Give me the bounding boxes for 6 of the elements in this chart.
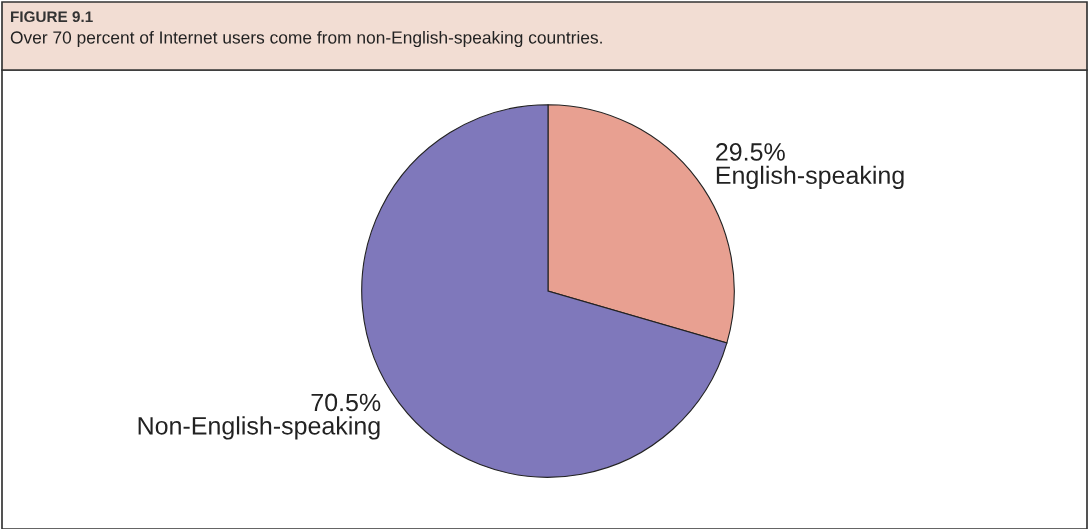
data-label: 29.5% <box>716 143 785 161</box>
slice-label: English-speaking <box>716 165 904 190</box>
data-label: 70.5% <box>311 393 381 412</box>
chart-subtitle: Over 70 percent of Internet users come from non-English-speaking countries. <box>10 30 602 48</box>
chart-title: FIGURE 9.1 <box>11 11 93 23</box>
slice-label: Non-English-speaking <box>138 416 380 440</box>
